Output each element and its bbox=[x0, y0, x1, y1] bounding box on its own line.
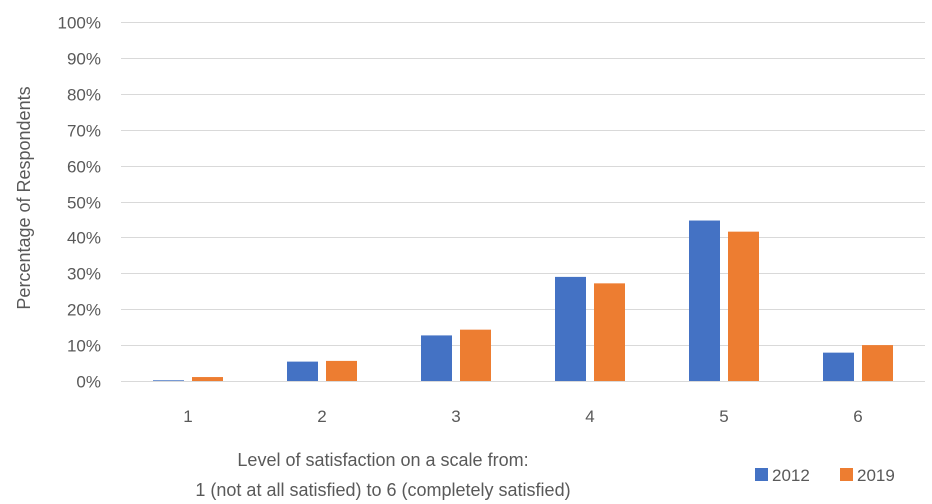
y-tick-label: 80% bbox=[67, 86, 101, 105]
y-tick-label: 50% bbox=[67, 194, 101, 213]
legend-label: 2012 bbox=[772, 466, 810, 485]
x-tick-label: 3 bbox=[451, 407, 460, 426]
x-tick-label: 4 bbox=[585, 407, 594, 426]
bar-2019-2 bbox=[326, 360, 357, 381]
legend-swatch-2019 bbox=[840, 468, 853, 481]
x-axis-title-line2: 1 (not at all satisfied) to 6 (completel… bbox=[195, 480, 570, 500]
bar-2019-6 bbox=[862, 345, 893, 381]
y-axis-title: Percentage of Respondents bbox=[14, 86, 34, 309]
bar-2012-2 bbox=[287, 361, 318, 381]
bar-2019-3 bbox=[460, 329, 491, 381]
x-axis-ticks: 1 2 3 4 5 6 bbox=[183, 407, 862, 426]
y-tick-label: 100% bbox=[58, 14, 101, 33]
x-tick-label: 5 bbox=[719, 407, 728, 426]
bar-2012-1 bbox=[153, 380, 184, 381]
bar-2019-4 bbox=[594, 283, 625, 381]
bar-2019-5 bbox=[728, 231, 759, 381]
y-tick-label: 0% bbox=[76, 373, 101, 392]
legend: 2012 2019 bbox=[755, 466, 895, 485]
y-tick-label: 70% bbox=[67, 122, 101, 141]
y-tick-label: 40% bbox=[67, 229, 101, 248]
bar-2012-6 bbox=[823, 352, 854, 381]
y-tick-label: 60% bbox=[67, 158, 101, 177]
bar-2012-5 bbox=[689, 220, 720, 381]
y-tick-label: 20% bbox=[67, 301, 101, 320]
y-tick-label: 10% bbox=[67, 337, 101, 356]
y-tick-label: 30% bbox=[67, 265, 101, 284]
x-tick-label: 6 bbox=[853, 407, 862, 426]
legend-label: 2019 bbox=[857, 466, 895, 485]
y-axis-ticks: 0% 10% 20% 30% 40% 50% 60% 70% 80% 90% 100% bbox=[58, 14, 101, 392]
legend-swatch-2012 bbox=[755, 468, 768, 481]
bar-2012-4 bbox=[555, 276, 586, 381]
bar-2012-3 bbox=[421, 335, 452, 381]
gridlines bbox=[121, 22, 925, 382]
x-tick-label: 1 bbox=[183, 407, 192, 426]
y-tick-label: 90% bbox=[67, 50, 101, 69]
bar-2019-1 bbox=[192, 377, 223, 381]
bars bbox=[153, 220, 893, 381]
x-axis-title-line1: Level of satisfaction on a scale from: bbox=[237, 450, 528, 470]
x-tick-label: 2 bbox=[317, 407, 326, 426]
